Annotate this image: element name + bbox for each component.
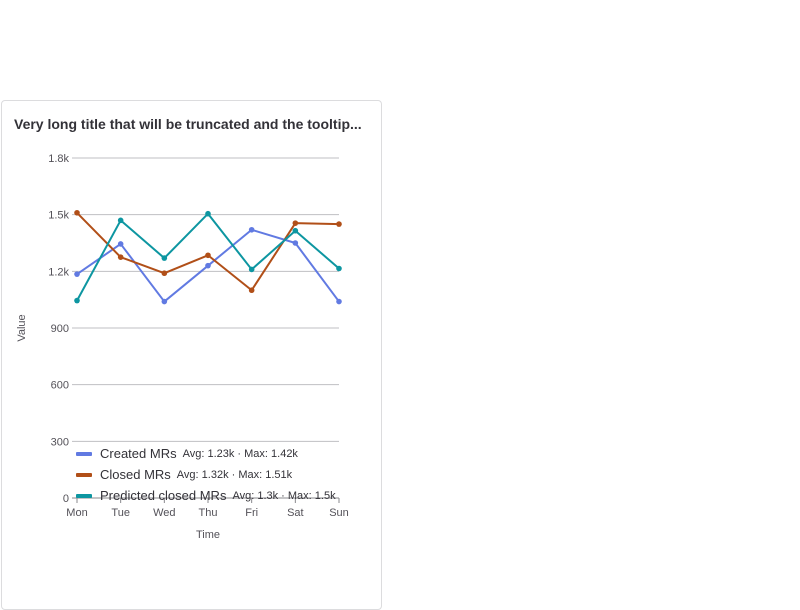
legend-swatch (76, 451, 92, 456)
axes: 0 300 600 900 1.2k 1.5k 1.8k Mon Tue Wed Thu Fri Sat… (48, 153, 349, 519)
y-tick-label: 1.5k (48, 210, 69, 222)
legend-series-name: Predicted closed MRs (100, 488, 227, 503)
legend-item[interactable]: Created MRs Avg: 1.23k · Max: 1.42k (76, 443, 336, 464)
data-point (117, 254, 124, 260)
legend-series-stats: Avg: 1.3k · Max: 1.5k (232, 489, 336, 502)
x-tick-label: Thu (199, 507, 218, 519)
series-1 (74, 226, 342, 305)
legend-series-name: Closed MRs (100, 467, 171, 482)
data-point (248, 226, 255, 233)
x-tick-label: Tue (111, 507, 130, 519)
legend-item[interactable]: Predicted closed MRs Avg: 1.3k · Max: 1.5… (76, 485, 336, 506)
y-tick-label: 1.8k (48, 153, 69, 165)
legend-swatch (76, 472, 92, 477)
data-point (248, 287, 255, 294)
chart-legend: Created MRs Avg: 1.23k · Max: 1.42k Closed… (76, 443, 336, 506)
data-point (248, 266, 255, 273)
x-tick-label: Sat (287, 507, 304, 519)
data-point (292, 220, 299, 226)
panel-title: Very long title that will be truncated a… (14, 116, 362, 132)
legend-item[interactable]: Closed MRs Avg: 1.32k · Max: 1.51k (76, 464, 336, 485)
legend-series-stats: Avg: 1.32k · Max: 1.51k (176, 468, 293, 481)
x-tick-label: Sun (329, 507, 349, 519)
y-tick-label: 300 (51, 436, 69, 448)
data-point (74, 297, 80, 304)
data-point (117, 217, 124, 224)
data-point (205, 210, 211, 217)
x-tick-label: Wed (153, 507, 175, 519)
y-axis-title: Value (16, 314, 28, 341)
legend-swatch (76, 493, 92, 498)
series-line (76, 212, 340, 292)
y-tick-label: 0 (63, 493, 69, 505)
data-point (205, 262, 211, 269)
data-point (74, 271, 80, 277)
y-tick-label: 1.2k (48, 266, 69, 278)
series (74, 209, 342, 305)
data-point (117, 241, 124, 247)
data-point (336, 221, 342, 227)
chart-panel: Very long title that will be truncated a… (1, 100, 382, 610)
x-tick-label: Mon (66, 507, 87, 519)
x-tick-label: Fri (245, 507, 258, 519)
data-point (336, 298, 342, 305)
y-tick-label: 900 (51, 323, 69, 335)
series-2 (74, 209, 342, 294)
data-point (161, 270, 168, 277)
legend-series-stats: Avg: 1.23k · Max: 1.42k (182, 447, 298, 460)
data-point (336, 265, 342, 272)
legend-series-name: Created MRs (100, 446, 177, 461)
data-point (292, 227, 299, 234)
data-point (74, 209, 80, 216)
data-point (292, 240, 299, 246)
y-tick-label: 600 (51, 380, 69, 392)
data-point (161, 298, 168, 305)
grid-lines (72, 157, 339, 499)
data-point (205, 252, 211, 259)
x-axis-title: Time (196, 529, 220, 541)
data-point (161, 255, 168, 261)
series-3 (74, 210, 342, 304)
